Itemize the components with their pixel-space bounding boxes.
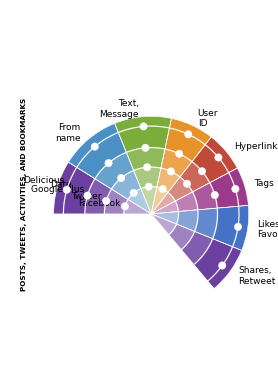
Circle shape [63,186,71,193]
Wedge shape [151,192,198,214]
Circle shape [234,223,242,230]
Wedge shape [104,189,151,214]
Circle shape [130,189,137,197]
Circle shape [167,168,175,175]
Wedge shape [141,186,157,214]
Wedge shape [115,116,172,214]
Wedge shape [126,147,165,214]
Wedge shape [151,149,192,214]
Wedge shape [134,167,161,214]
Circle shape [159,185,167,193]
Wedge shape [151,187,168,214]
Circle shape [140,123,147,130]
Circle shape [84,192,91,199]
Wedge shape [151,183,217,214]
Circle shape [105,159,112,167]
Wedge shape [151,211,178,224]
Text: From
name: From name [55,124,81,143]
Circle shape [91,143,98,150]
Wedge shape [151,210,198,232]
Circle shape [185,131,192,138]
Circle shape [211,191,219,199]
Circle shape [183,180,191,188]
Wedge shape [151,177,193,214]
Circle shape [117,174,125,182]
Circle shape [215,154,222,161]
Text: Shares,
Retweet: Shares, Retweet [238,266,276,285]
Circle shape [219,262,226,269]
Wedge shape [151,214,177,235]
Text: POSTS, TWEETS, ACTIVITIES, AND BOOKMARKS: POSTS, TWEETS, ACTIVITIES, AND BOOKMARKS [21,98,28,291]
Wedge shape [151,193,175,214]
Wedge shape [68,124,151,214]
Wedge shape [151,201,178,214]
Wedge shape [151,137,237,214]
Wedge shape [54,162,151,214]
Wedge shape [111,171,151,214]
Text: Date: Date [50,180,71,190]
Circle shape [142,144,149,152]
Text: Google Plus: Google Plus [31,185,84,194]
Circle shape [145,183,153,190]
Wedge shape [151,205,249,251]
Wedge shape [151,214,195,250]
Wedge shape [151,161,210,214]
Wedge shape [151,168,180,214]
Circle shape [198,168,206,175]
Circle shape [175,150,183,158]
Circle shape [103,197,110,205]
Text: Hyperlinks: Hyperlinks [234,142,278,151]
Text: User
ID: User ID [198,109,218,128]
Text: Tags: Tags [254,180,274,188]
Circle shape [143,163,151,171]
Circle shape [121,203,129,210]
Wedge shape [85,179,151,214]
Text: Text,
Message: Text, Message [100,99,139,119]
Wedge shape [128,189,151,214]
Text: Likes,
Favorites: Likes, Favorites [257,220,278,239]
Wedge shape [151,168,248,214]
Wedge shape [95,152,151,214]
Text: Facebook: Facebook [78,199,120,208]
Text: Delicious: Delicious [23,177,64,185]
Wedge shape [124,199,151,214]
Wedge shape [151,208,217,239]
Wedge shape [151,214,242,289]
Wedge shape [151,119,211,214]
Wedge shape [151,214,213,265]
Text: Twitter: Twitter [71,192,102,201]
Circle shape [232,185,239,193]
